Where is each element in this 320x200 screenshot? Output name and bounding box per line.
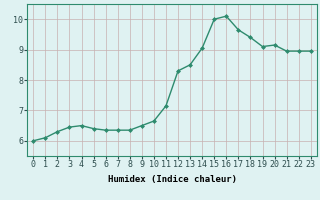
X-axis label: Humidex (Indice chaleur): Humidex (Indice chaleur) — [108, 175, 236, 184]
